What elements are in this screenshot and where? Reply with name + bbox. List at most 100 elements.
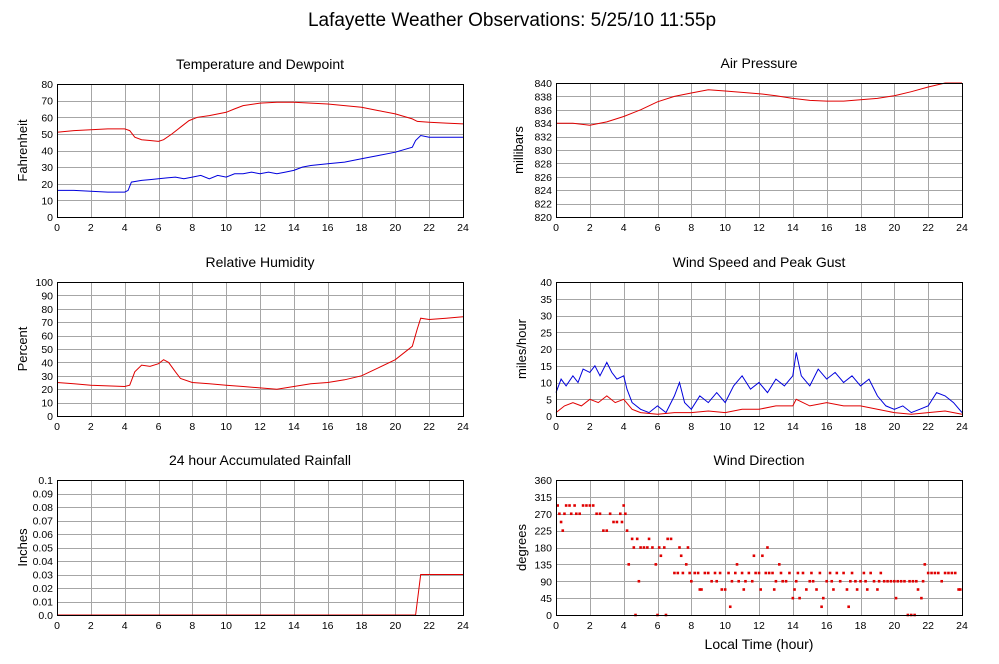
data-point: [798, 596, 801, 600]
x-tick-label: 12: [254, 620, 266, 632]
y-tick-label: 826: [534, 172, 552, 184]
y-tick-label: 0.09: [33, 489, 54, 501]
plot-frame: [57, 84, 464, 218]
data-point: [678, 546, 681, 549]
data-point: [959, 588, 962, 591]
data-point: [886, 579, 889, 583]
x-tick-label: 24: [457, 421, 469, 433]
y-tick-label: 40: [41, 146, 53, 158]
y-tick-label: 838: [534, 91, 552, 103]
data-point: [926, 571, 930, 575]
y-tick-label: 0.06: [33, 529, 54, 541]
x-tick-label: 20: [389, 421, 401, 433]
y-tick-label: 0: [546, 610, 552, 622]
x-tick-label: 0: [553, 421, 559, 433]
y-tick-label: 0.1: [38, 475, 53, 487]
plot-frame: [556, 83, 963, 218]
x-tick-label: 0: [54, 421, 60, 433]
x-tick-label: 6: [156, 222, 162, 234]
data-point: [845, 588, 849, 591]
data-point: [759, 588, 762, 591]
data-point: [923, 563, 927, 566]
data-point: [869, 571, 872, 575]
x-tick-label: 4: [122, 222, 128, 234]
data-point: [666, 537, 669, 541]
y-tick-label: 0.05: [33, 543, 54, 555]
data-point: [916, 588, 920, 591]
y-tick-label: 180: [534, 543, 552, 555]
x-tick-label: 22: [922, 222, 934, 234]
x-tick-label: 18: [855, 620, 867, 632]
data-point: [781, 579, 784, 583]
x-tick-label: 16: [821, 620, 833, 632]
data-point: [788, 571, 791, 575]
x-tick-label: 12: [254, 421, 266, 433]
y-tick-label: 10: [41, 398, 53, 410]
data-point: [764, 571, 768, 575]
data-point: [718, 571, 722, 575]
y-tick-label: 70: [41, 317, 53, 329]
data-point: [620, 520, 624, 524]
y-axis-label: miles/hour: [514, 318, 529, 379]
y-axis-label: degrees: [514, 524, 529, 571]
data-point: [811, 579, 815, 583]
x-tick-label: 2: [88, 620, 94, 632]
x-tick-label: 2: [88, 222, 94, 234]
x-tick-label: 6: [655, 421, 661, 433]
data-point: [735, 563, 739, 566]
data-point: [894, 596, 898, 600]
data-point: [896, 579, 900, 583]
data-point: [950, 571, 954, 575]
y-tick-label: 50: [41, 129, 53, 141]
chart-title: Wind Direction: [713, 452, 804, 468]
x-tick-label: 20: [389, 222, 401, 234]
y-tick-label: 20: [41, 179, 53, 191]
data-point: [930, 571, 933, 575]
x-tick-label: 24: [956, 222, 968, 234]
data-point: [578, 512, 581, 516]
chart-title: Wind Speed and Peak Gust: [673, 254, 846, 270]
data-point: [815, 588, 818, 591]
y-tick-label: 315: [534, 492, 552, 504]
data-point: [676, 571, 680, 575]
x-tick-label: 6: [655, 222, 661, 234]
data-point: [602, 529, 605, 532]
data-point: [630, 537, 634, 541]
series-direction-0: [556, 504, 962, 617]
data-point: [947, 571, 950, 575]
data-point: [693, 571, 697, 575]
x-tick-label: 14: [787, 222, 799, 234]
x-tick-label: 10: [220, 421, 232, 433]
x-tick-label: 0: [54, 222, 60, 234]
data-point: [720, 588, 724, 591]
chart-rain: 0 2 4 6 8 10 12 14 16 18 20 22 240.00.010.020.030.04…: [15, 452, 469, 632]
x-tick-label: 8: [688, 421, 694, 433]
x-tick-label: 14: [787, 421, 799, 433]
data-point: [723, 588, 727, 591]
data-point: [766, 546, 769, 549]
y-tick-label: 135: [534, 559, 552, 571]
data-point: [657, 546, 661, 549]
x-tick-label: 10: [719, 421, 731, 433]
data-point: [698, 588, 702, 591]
y-tick-label: 270: [534, 509, 552, 521]
data-point: [821, 596, 825, 600]
data-point: [744, 579, 747, 583]
data-point: [784, 579, 788, 583]
data-point: [801, 571, 805, 575]
data-point: [825, 579, 828, 583]
data-point: [690, 579, 693, 583]
x-tick-label: 24: [956, 620, 968, 632]
y-tick-label: 10: [540, 378, 552, 390]
series-line-pressure-0: [556, 82, 962, 126]
x-axis-label: Local Time (hour): [705, 636, 814, 652]
y-tick-label: 20: [540, 344, 552, 356]
data-point: [862, 571, 866, 575]
data-point: [933, 571, 937, 575]
data-point: [791, 596, 795, 600]
chart-title: Air Pressure: [720, 55, 797, 71]
data-point: [563, 512, 566, 516]
data-point: [715, 579, 719, 583]
x-tick-label: 20: [888, 222, 900, 234]
data-point: [558, 512, 561, 516]
